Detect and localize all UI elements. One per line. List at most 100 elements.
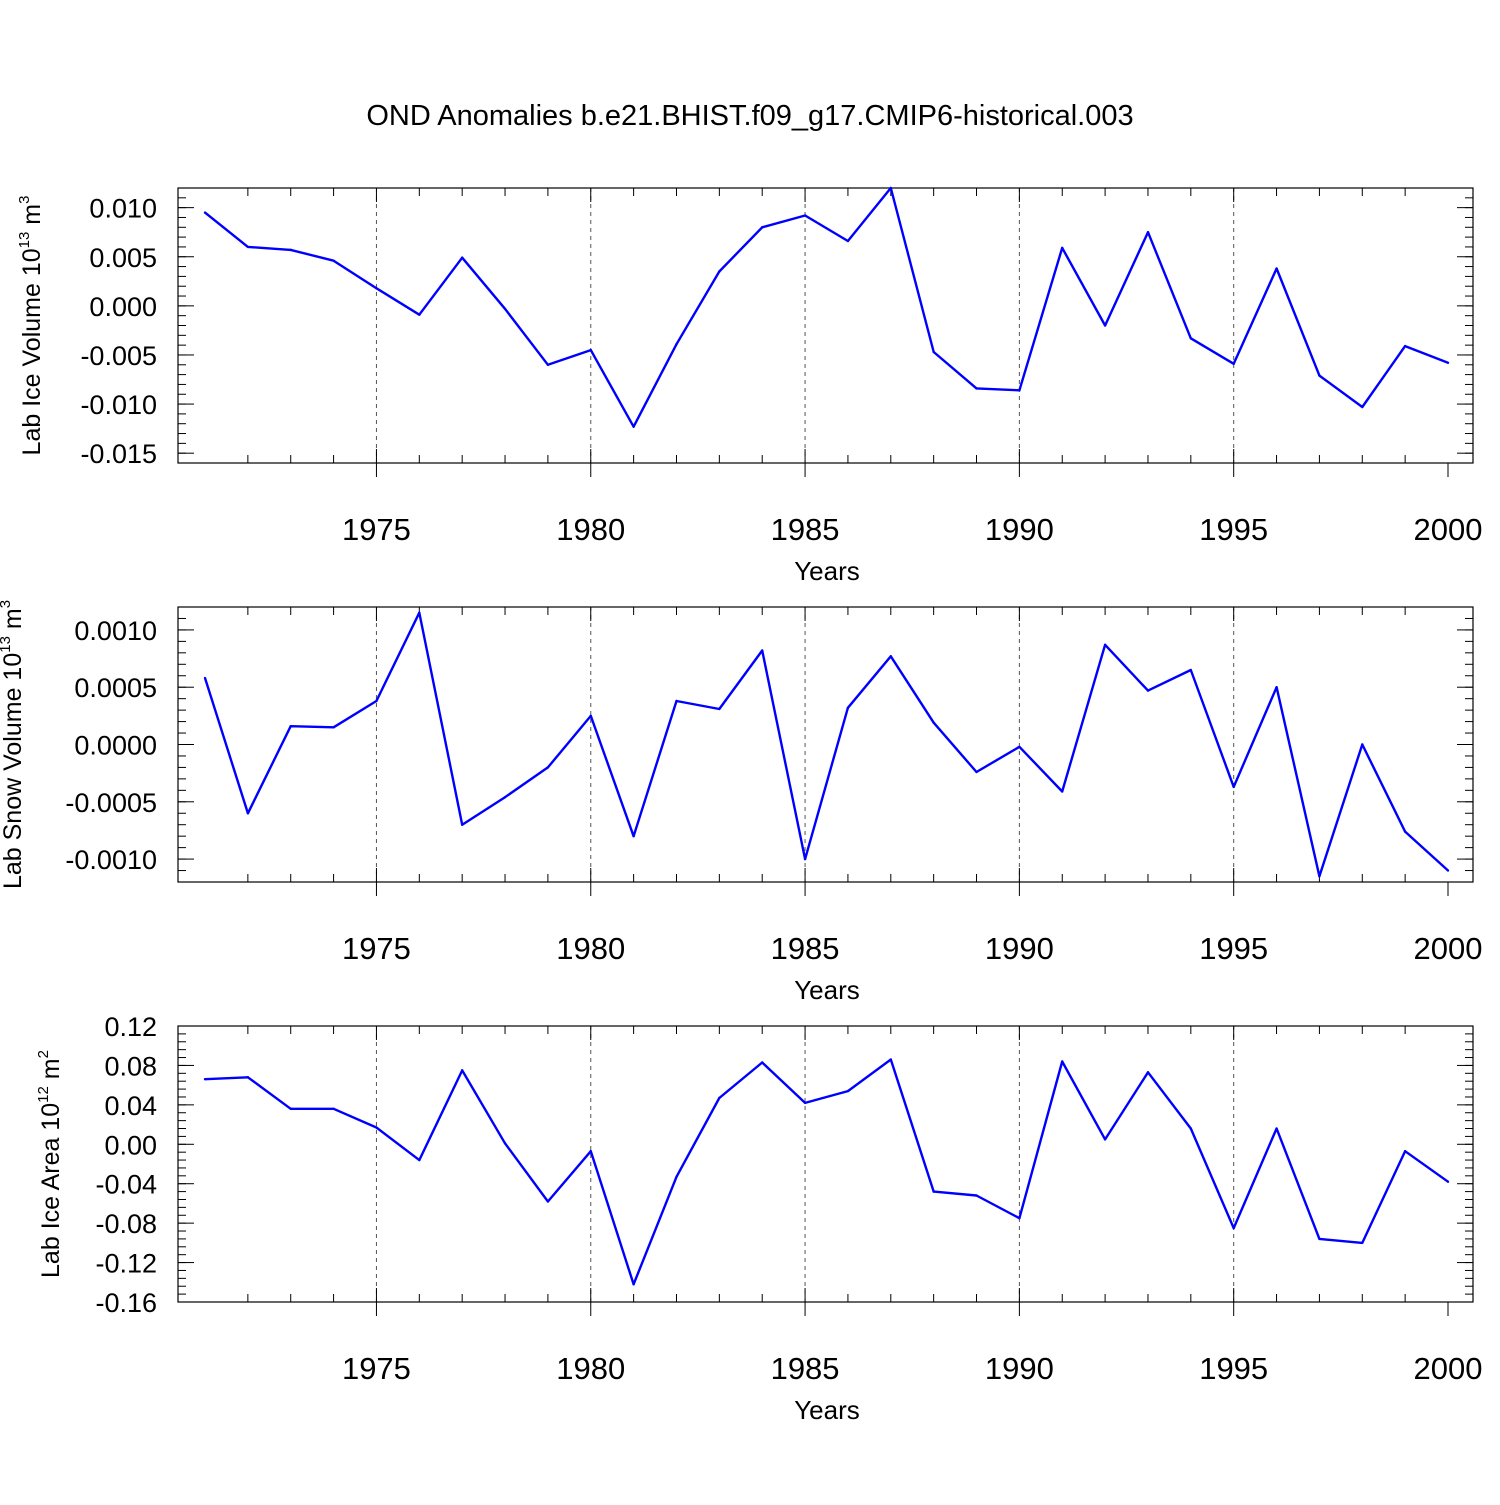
- data-point: [246, 245, 250, 249]
- data-point: [546, 766, 550, 769]
- panel-1: 0.010 0.005 0.000 -0.005 -0.010 -0.015 1975 198…: [16, 186, 1483, 586]
- data-point: [761, 1061, 764, 1064]
- data-point: [460, 1069, 464, 1072]
- data-point: [460, 823, 464, 826]
- data-point: [932, 721, 935, 724]
- data-point: [332, 1107, 335, 1111]
- data-point: [1446, 361, 1450, 365]
- data-point: [975, 1194, 978, 1197]
- y-axis-label-unit-exponent: 2: [35, 1050, 52, 1058]
- y-axis-label-text: Lab Ice Volume 10: [18, 248, 46, 455]
- y-tick-label: 0.0010: [74, 616, 157, 646]
- data-point: [246, 1076, 250, 1079]
- data-point: [1018, 389, 1021, 392]
- y-axis-label-text: Lab Snow Volume 10: [0, 653, 27, 889]
- series-line: [204, 1058, 1449, 1286]
- data-point: [932, 1190, 935, 1193]
- data-point: [1318, 1237, 1321, 1241]
- data-point: [1103, 324, 1107, 327]
- data-point: [803, 1101, 807, 1105]
- data-point: [418, 1158, 421, 1162]
- data-point: [203, 211, 207, 214]
- y-axis-label-unit-exponent: 3: [16, 196, 33, 204]
- data-point: [975, 770, 978, 774]
- x-tick-label: 1990: [985, 931, 1054, 966]
- data-point: [846, 239, 850, 243]
- data-point: [503, 307, 507, 311]
- data-point: [632, 425, 635, 428]
- y-axis-label-unit: m: [0, 608, 27, 636]
- data-point: [1189, 1127, 1193, 1130]
- data-point: [1275, 1127, 1278, 1130]
- data-point: [932, 350, 935, 354]
- data-point: [289, 724, 292, 728]
- data-point: [375, 286, 378, 290]
- data-point: [1146, 230, 1150, 234]
- data-point: [846, 1089, 850, 1093]
- data-point: [503, 796, 507, 799]
- data-point: [1018, 1217, 1021, 1220]
- data-point: [1403, 344, 1407, 348]
- y-axis-label-exponent: 13: [0, 636, 14, 653]
- x-tick-label: 1980: [556, 931, 625, 966]
- data-point: [675, 699, 678, 703]
- data-point: [1189, 668, 1193, 672]
- y-tick-label: -0.0010: [65, 845, 157, 875]
- y-tick-label: -0.12: [95, 1249, 157, 1279]
- data-point: [1318, 875, 1321, 878]
- data-point: [1103, 1138, 1107, 1141]
- y-axis-label: Lab Ice Volume 1013 m3: [16, 196, 46, 456]
- data-point: [460, 256, 464, 259]
- y-tick-label: -0.04: [95, 1170, 157, 1200]
- y-axis-label-text: Lab Ice Area 10: [37, 1103, 65, 1278]
- x-tick-label: 1990: [985, 1351, 1054, 1386]
- y-axis-label-exponent: 12: [35, 1086, 52, 1103]
- x-tick-label: 1975: [342, 1351, 411, 1386]
- y-tick-label: -0.16: [95, 1288, 157, 1318]
- y-axis-label: Lab Snow Volume 1013 m3: [0, 600, 27, 889]
- data-point: [1018, 745, 1021, 748]
- x-tick-label: 2000: [1414, 512, 1483, 547]
- data-point: [1403, 1149, 1407, 1153]
- data-point: [761, 649, 764, 652]
- y-tick-label: -0.0005: [65, 788, 157, 818]
- data-point: [632, 1283, 635, 1286]
- data-point: [975, 387, 978, 390]
- y-tick-label: 0.04: [104, 1091, 157, 1121]
- y-axis-label: Lab Ice Area 1012 m2: [35, 1050, 65, 1278]
- x-tick-label: 1995: [1199, 931, 1268, 966]
- y-tick-label: -0.08: [95, 1209, 157, 1239]
- x-axis-label: Years: [794, 975, 860, 1005]
- data-point: [589, 1149, 592, 1153]
- y-tick-label: 0.005: [89, 243, 157, 273]
- x-tick-label: 1985: [771, 512, 840, 547]
- panel-2: 0.0010 0.0005 0.0000 -0.0005 -0.0010 1975 1980…: [0, 600, 1482, 1005]
- y-tick-label: 0.12: [104, 1012, 157, 1042]
- x-tick-label: 1995: [1199, 512, 1268, 547]
- data-point: [246, 812, 250, 815]
- data-point: [1146, 1071, 1150, 1074]
- data-point: [503, 1142, 507, 1145]
- x-tick-label: 1975: [342, 512, 411, 547]
- data-point: [1446, 869, 1450, 872]
- data-point: [675, 342, 678, 346]
- y-tick-label: -0.005: [80, 341, 157, 371]
- data-point: [1061, 790, 1064, 793]
- data-point: [803, 214, 807, 217]
- data-point: [1232, 1226, 1235, 1230]
- data-point: [589, 348, 592, 352]
- data-point: [803, 857, 807, 861]
- plot-frame: [177, 606, 1474, 883]
- plot-frame: [177, 187, 1474, 464]
- data-point: [718, 707, 721, 711]
- x-tick-label: 1980: [556, 512, 625, 547]
- data-point: [1275, 686, 1278, 689]
- data-point: [418, 611, 421, 614]
- y-tick-label: 0.0000: [74, 731, 157, 761]
- data-point: [1361, 743, 1364, 746]
- x-tick-label: 2000: [1414, 931, 1483, 966]
- data-point: [1446, 1180, 1450, 1183]
- data-point: [375, 1126, 378, 1129]
- data-point: [332, 259, 335, 262]
